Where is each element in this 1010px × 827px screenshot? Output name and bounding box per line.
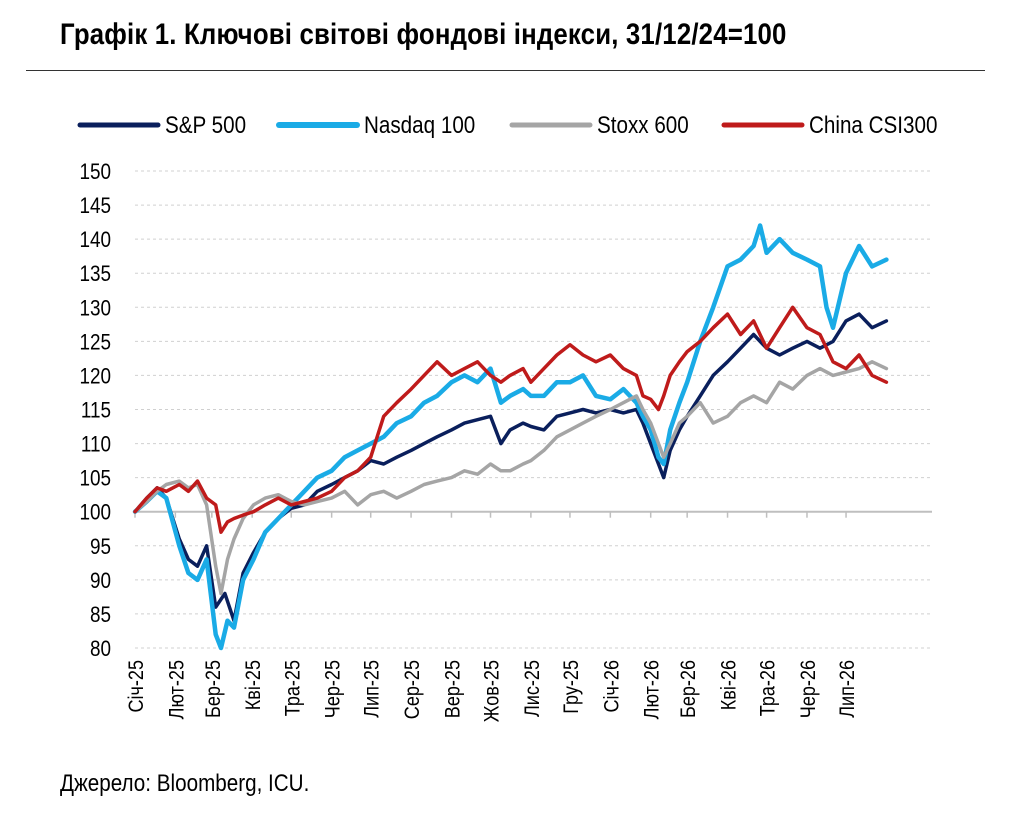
- x-tick-label: Тра-25: [281, 660, 305, 716]
- x-tick-label: Січ-26: [600, 660, 624, 713]
- y-tick-label: 115: [81, 398, 111, 423]
- legend-label: China CSI300: [809, 112, 937, 139]
- series-line-1: [132, 223, 889, 651]
- title-divider: [26, 70, 985, 71]
- plot-area: [132, 223, 889, 651]
- series-line-3: [133, 305, 889, 534]
- y-tick-label: 100: [79, 500, 111, 525]
- y-tick-label: 90: [90, 569, 111, 594]
- y-tick-label: 145: [79, 194, 111, 219]
- legend-label: S&P 500: [165, 112, 246, 139]
- x-tick-label: Чер-25: [321, 660, 345, 718]
- x-tick-label: Лип-25: [360, 660, 384, 718]
- y-tick-label: 85: [90, 603, 111, 628]
- y-tick-label: 110: [81, 432, 111, 457]
- y-tick-label: 140: [79, 228, 111, 253]
- series-line-2: [133, 360, 889, 596]
- x-tick-label: Лип-26: [836, 660, 860, 718]
- x-tick-label: Бер-26: [677, 660, 701, 718]
- x-tick-label: Тра-26: [756, 660, 780, 716]
- x-tick-label: Бер-25: [202, 660, 226, 718]
- x-tick-label: Сер-25: [401, 660, 425, 719]
- y-tick-label: 120: [79, 364, 111, 389]
- x-tick-label: Січ-25: [125, 660, 149, 713]
- y-axis: 80 85 90 95 100 105 110 115 120 125 130 135 140 145 15…: [79, 160, 111, 662]
- y-tick-label: 135: [79, 262, 111, 287]
- x-tick-label: Лют-26: [640, 660, 664, 719]
- y-tick-label: 95: [90, 534, 111, 559]
- grid-lines: [135, 170, 932, 649]
- x-tick-label: Лют-25: [165, 660, 189, 719]
- legend: S&P 500 Nasdaq 100 Stoxx 600 China CSI300: [77, 112, 937, 139]
- chart-title: Графік 1. Ключові світові фондові індекс…: [60, 18, 787, 51]
- y-tick-label: 125: [79, 330, 111, 355]
- x-axis: Січ-25 Лют-25 Бер-25 Кві-25 Тра-25 Чер-25 Лип-…: [125, 510, 932, 722]
- y-tick-label: 80: [90, 637, 111, 662]
- x-tick-label: Жов-25: [480, 660, 504, 722]
- x-tick-label: Лис-25: [521, 660, 545, 717]
- y-tick-label: 130: [79, 296, 111, 321]
- x-tick-label: Кві-26: [717, 660, 741, 710]
- legend-label: Nasdaq 100: [364, 112, 475, 139]
- legend-label: Stoxx 600: [597, 112, 689, 139]
- x-tick-label: Чер-26: [797, 660, 821, 718]
- y-tick-label: 150: [79, 160, 111, 185]
- x-tick-label: Гру-25: [560, 660, 584, 714]
- x-tick-label: Вер-25: [441, 660, 465, 718]
- x-tick-label: Кві-25: [242, 660, 266, 710]
- y-tick-label: 105: [79, 466, 111, 491]
- source-note: Джерело: Bloomberg, ICU.: [60, 770, 310, 797]
